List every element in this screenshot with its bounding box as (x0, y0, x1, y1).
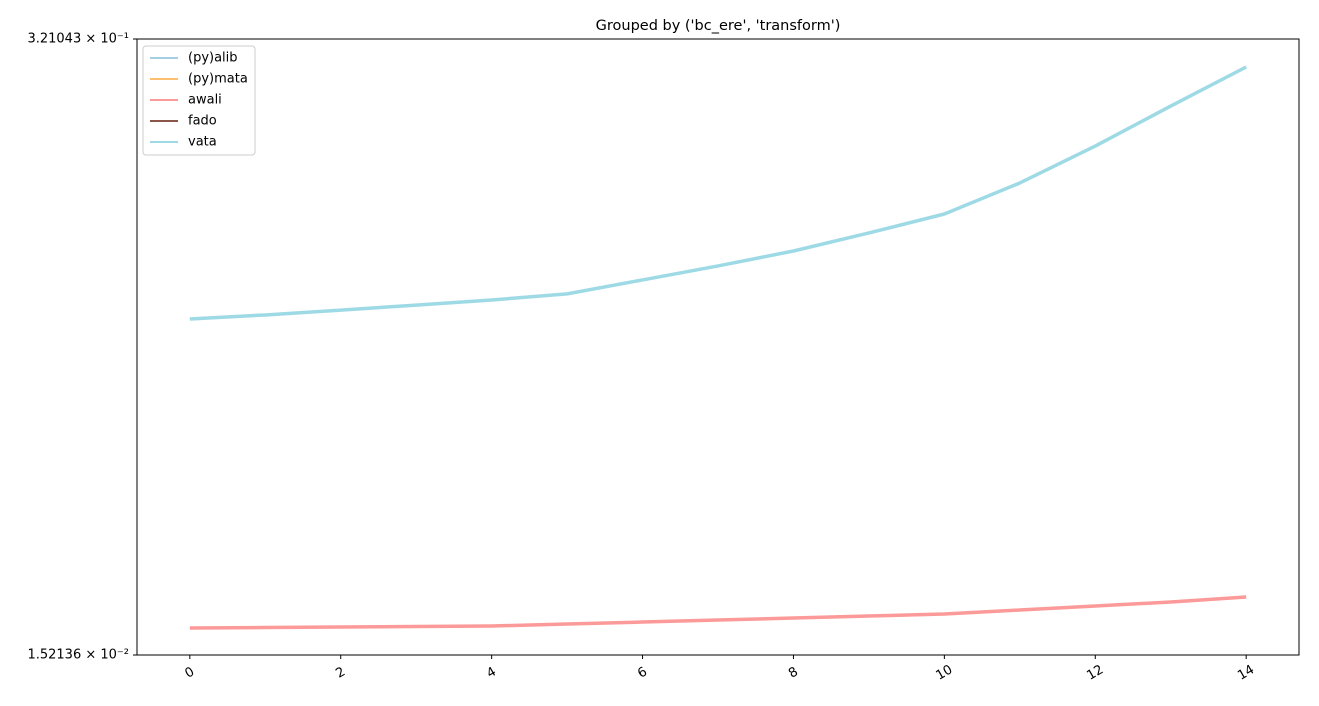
x-tick-label: 10 (933, 662, 955, 683)
legend-box (142, 45, 256, 156)
series-line (189, 595, 1247, 630)
y-tick-label: 1.52136 × 10⁻² (27, 648, 129, 663)
chart-title: Grouped by ('bc_ere', 'transform') (596, 18, 841, 34)
plot-frame (136, 38, 1300, 656)
x-tick-label: 6 (635, 664, 650, 681)
legend-label: fado (188, 114, 217, 129)
x-tick-label: 4 (484, 664, 499, 681)
y-tick-label: 3.21043 × 10⁻¹ (27, 32, 129, 47)
legend-label: (py)alib (188, 51, 238, 66)
x-tick-label: 12 (1084, 662, 1106, 683)
legend-label: (py)mata (188, 72, 248, 87)
x-tick-label: 14 (1235, 662, 1257, 683)
x-tick-label: 2 (333, 664, 348, 681)
x-tick-label: 0 (182, 664, 197, 681)
series-line (189, 65, 1247, 321)
legend-label: awali (188, 93, 222, 108)
x-tick-label: 8 (786, 664, 801, 681)
legend-label: vata (188, 135, 217, 150)
